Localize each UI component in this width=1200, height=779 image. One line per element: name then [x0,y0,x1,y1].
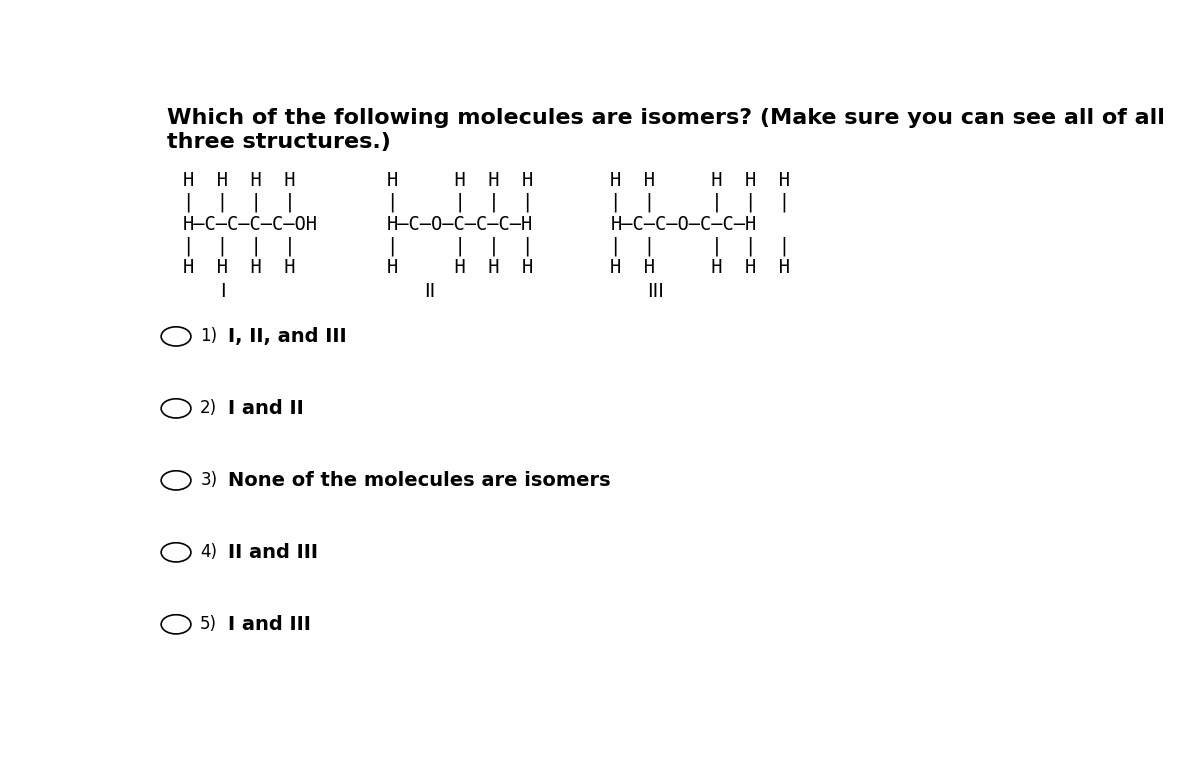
Text: |  |     |  |  |: | | | | | [611,193,791,213]
Text: 1): 1) [200,327,217,345]
Text: I, II, and III: I, II, and III [228,327,347,346]
Text: II: II [425,282,436,301]
Text: II and III: II and III [228,543,318,562]
Text: three structures.): three structures.) [167,132,391,153]
Text: |  |     |  |  |: | | | | | [611,236,791,256]
Text: H     H  H  H: H H H H [388,258,533,277]
Text: H–C–C–O–C–C–H: H–C–C–O–C–C–H [611,215,757,234]
Text: H  H  H  H: H H H H [182,258,295,277]
Text: H–C–O–C–C–C–H: H–C–O–C–C–C–H [388,215,533,234]
Text: 4): 4) [200,543,217,562]
Text: Which of the following molecules are isomers? (Make sure you can see all of all: Which of the following molecules are iso… [167,108,1165,129]
Text: H  H     H  H  H: H H H H H [611,171,791,190]
Text: H  H  H  H: H H H H [182,171,295,190]
Text: |     |  |  |: | | | | [388,193,533,213]
Text: I: I [220,282,226,301]
Text: |  |  |  |: | | | | [182,193,295,213]
Text: |     |  |  |: | | | | [388,236,533,256]
Text: None of the molecules are isomers: None of the molecules are isomers [228,471,611,490]
Text: 5): 5) [200,615,217,633]
Text: I and II: I and II [228,399,304,418]
Text: |  |  |  |: | | | | [182,236,295,256]
Text: III: III [648,282,665,301]
Text: H–C–C–C–C–OH: H–C–C–C–C–OH [182,215,318,234]
Text: 2): 2) [200,400,217,418]
Text: I and III: I and III [228,615,311,634]
Text: H  H     H  H  H: H H H H H [611,258,791,277]
Text: H     H  H  H: H H H H [388,171,533,190]
Text: 3): 3) [200,471,217,489]
